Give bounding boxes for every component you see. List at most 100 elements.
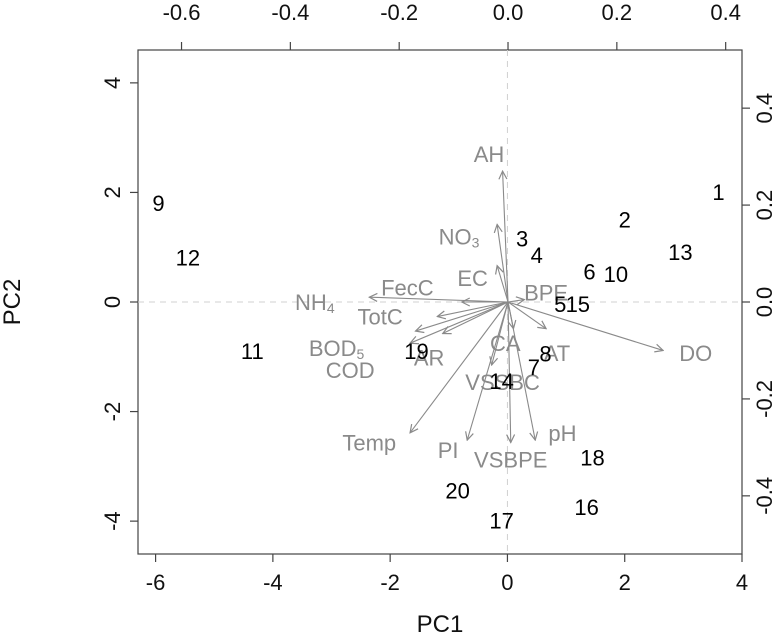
bottom-tick-label: -2 (380, 570, 400, 595)
top-tick-label: -0.6 (163, 0, 201, 25)
loading-arrow (497, 224, 509, 303)
right-tick-label: -0.2 (752, 380, 777, 418)
left-tick-label: -2 (100, 402, 125, 422)
left-tick-label: 0 (100, 296, 125, 308)
left-tick-label: 4 (100, 77, 125, 89)
observation-label: 5 (554, 292, 566, 317)
x-axis-title: PC1 (417, 611, 464, 638)
observation-label: 15 (566, 292, 590, 317)
loading-arrow (507, 300, 524, 302)
loading-label: BOD5 (309, 336, 365, 363)
top-tick-label: -0.4 (271, 0, 309, 25)
loading-arrow (503, 171, 509, 303)
loading-label-text: NH (295, 290, 327, 315)
loading-label: AR (414, 345, 445, 370)
observation-label: 8 (539, 342, 551, 367)
observation-label: 18 (580, 446, 604, 471)
loading-label: NO3 (439, 224, 480, 251)
loading-label: VSBPE (474, 447, 547, 472)
left-tick-label: -4 (100, 511, 125, 531)
observation-label: 3 (516, 227, 528, 252)
bottom-tick-label: -4 (263, 570, 283, 595)
axes: -6 -4 -2 0 2 4 -0.6 -0.4 -0.2 0.0 0.2 0.4 -4 -2 0 2 4 -0.… (100, 0, 777, 595)
observation-label: 17 (489, 509, 513, 534)
loading-label-text: TotC (358, 304, 403, 329)
loading-label: FecC (381, 275, 434, 300)
loading-label-text: Temp (342, 430, 396, 455)
loading-arrow (507, 301, 535, 440)
observation-label: 20 (445, 479, 469, 504)
loading-arrow (410, 301, 509, 343)
right-tick-label: 0.2 (752, 190, 777, 221)
loading-label-text: VSBPE (474, 447, 547, 472)
loading-label-text: pH (548, 420, 576, 445)
observation-label: 1 (712, 180, 724, 205)
loading-label-text: COD (326, 357, 375, 382)
loading-arrow (369, 297, 509, 303)
observation-label: 14 (489, 369, 513, 394)
loading-label: NH4 (295, 290, 335, 317)
observation-label: 7 (528, 355, 540, 380)
loading-label-text: BOD (309, 336, 357, 361)
loading-label-text: AH (474, 142, 505, 167)
loading-label-subscript: 5 (357, 346, 365, 362)
top-tick-label: 0.2 (602, 0, 633, 25)
reference-lines (138, 50, 742, 554)
y-axis-title: PC2 (0, 279, 26, 326)
loading-label-text: AR (414, 345, 445, 370)
observation-label: 10 (604, 262, 628, 287)
loading-label-text: DO (679, 340, 712, 365)
bottom-tick-label: 2 (619, 570, 631, 595)
top-tick-label: 0.4 (710, 0, 741, 25)
loading-label-subscript: 4 (327, 300, 335, 316)
observation-label: 12 (176, 246, 200, 271)
observation-label: 19 (404, 339, 428, 364)
loading-label-text: AT (544, 340, 570, 365)
loading-label: TotC (358, 304, 403, 329)
bottom-tick-label: 0 (501, 570, 513, 595)
observation-label: 11 (241, 339, 264, 364)
loading-label-text: EC (457, 265, 488, 290)
loading-label: PI (438, 437, 459, 462)
observation-label: 16 (574, 495, 598, 520)
loading-label-text: NO (439, 224, 472, 249)
right-tick-label: -0.4 (752, 477, 777, 515)
bottom-tick-label: -6 (146, 570, 166, 595)
loading-arrow (507, 301, 663, 350)
loading-arrow (416, 301, 509, 331)
loading-arrow (443, 301, 509, 334)
loading-arrow (507, 301, 546, 329)
loading-label: BPE (524, 280, 568, 305)
loading-label: COD (326, 357, 375, 382)
bottom-tick-label: 4 (736, 570, 748, 595)
loading-label-text: FecC (381, 275, 434, 300)
observation-label: 6 (583, 259, 595, 284)
loading-label-text: VSSBC (465, 369, 540, 394)
observation-label: 13 (668, 240, 692, 265)
right-tick-label: 0.0 (752, 287, 777, 318)
loading-label-text: PI (438, 437, 459, 462)
observation-label: 4 (531, 243, 543, 268)
loading-label: DO (679, 340, 712, 365)
loading-label: EC (457, 265, 488, 290)
observation-label: 2 (619, 207, 631, 232)
loading-arrow (410, 301, 509, 433)
loading-label: VSSBC (465, 369, 540, 394)
loading-label-text: BPE (524, 280, 568, 305)
loading-arrow (508, 301, 511, 443)
loading-label: AT (544, 340, 570, 365)
loading-arrow (437, 301, 509, 317)
loading-label: pH (548, 420, 576, 445)
top-tick-label: 0.0 (493, 0, 524, 25)
loading-arrow (467, 301, 509, 440)
left-tick-label: 2 (100, 186, 125, 198)
loading-label: Temp (342, 430, 396, 455)
right-tick-label: 0.4 (752, 93, 777, 124)
loading-arrow (497, 266, 509, 303)
top-tick-label: -0.2 (380, 0, 418, 25)
observation-label: 9 (152, 191, 164, 216)
loading-label: AH (474, 142, 505, 167)
